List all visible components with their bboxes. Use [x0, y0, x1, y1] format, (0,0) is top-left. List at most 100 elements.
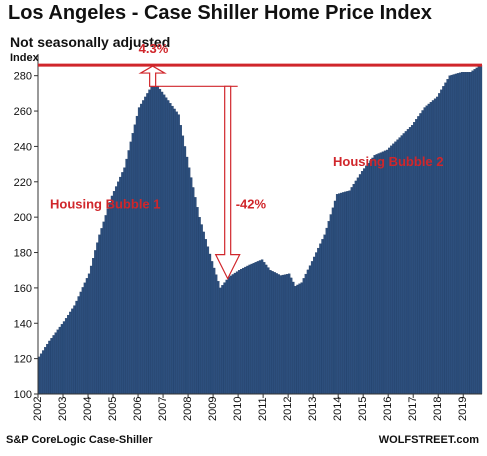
bar — [423, 107, 426, 395]
bar — [402, 133, 406, 395]
bar — [333, 200, 337, 395]
bar — [373, 155, 376, 395]
bar — [479, 64, 483, 395]
bar — [325, 227, 328, 395]
bar — [315, 252, 318, 395]
bar — [87, 273, 91, 395]
bar — [185, 156, 189, 395]
bar — [144, 96, 147, 395]
bar — [319, 243, 322, 395]
bar — [100, 228, 103, 395]
bar — [44, 347, 47, 395]
bar — [304, 273, 308, 395]
bar — [279, 275, 283, 395]
bar — [406, 129, 410, 395]
bar — [262, 262, 266, 395]
bar — [427, 103, 431, 395]
bar — [369, 160, 372, 395]
bar — [323, 234, 326, 395]
bar — [292, 281, 295, 395]
bar — [375, 154, 378, 395]
bar — [62, 321, 66, 395]
bar — [98, 234, 101, 395]
increase-arrow — [138, 65, 167, 87]
bar — [460, 72, 464, 395]
bar — [367, 163, 370, 395]
bar — [173, 108, 176, 395]
bar — [223, 282, 226, 395]
bar — [340, 192, 343, 395]
bar — [400, 135, 403, 395]
decline-label: -42% — [236, 196, 267, 211]
bar — [114, 186, 118, 395]
bar — [160, 91, 164, 395]
bar — [192, 187, 195, 395]
bar — [133, 124, 137, 395]
bar — [79, 291, 82, 395]
bar — [431, 100, 435, 395]
bar — [56, 329, 59, 395]
bar — [348, 190, 351, 395]
bar — [440, 89, 443, 395]
bar — [69, 311, 72, 395]
bar — [208, 253, 212, 395]
bar — [156, 86, 160, 395]
bar — [231, 274, 235, 395]
bar — [235, 271, 239, 395]
bar — [104, 215, 107, 395]
bubble2-label: Housing Bubble 2 — [333, 154, 444, 169]
bar — [83, 282, 87, 395]
bar — [458, 72, 462, 395]
bar — [371, 157, 374, 395]
bar — [117, 181, 120, 395]
bar — [285, 274, 289, 395]
bar — [473, 69, 476, 395]
bar — [392, 143, 395, 395]
bar — [281, 274, 285, 395]
bar — [283, 274, 287, 395]
bar — [81, 287, 84, 395]
bar — [181, 135, 185, 395]
bar — [64, 318, 68, 395]
bar — [75, 300, 78, 395]
bar — [190, 177, 193, 395]
bar — [206, 246, 210, 395]
bar — [321, 239, 324, 395]
bar — [300, 282, 303, 395]
bar — [142, 100, 145, 395]
bar — [112, 191, 116, 395]
bar — [196, 207, 199, 395]
x-tick-label: 2011 — [257, 397, 269, 421]
bar — [127, 150, 130, 395]
annotations: 4.3% -42% Housing Bubble 1 Housing Bubble 2 — [38, 41, 482, 280]
bar — [135, 115, 139, 395]
bar — [237, 270, 241, 395]
x-tick-label: 2010 — [232, 397, 244, 421]
bar — [354, 180, 358, 395]
bar — [71, 308, 74, 395]
bar — [331, 207, 335, 395]
bar — [250, 263, 253, 395]
bar — [73, 305, 76, 395]
bar — [252, 262, 255, 395]
y-tick-label: 160 — [14, 283, 32, 295]
bar — [477, 66, 481, 395]
bar — [467, 72, 470, 395]
bar — [260, 259, 264, 395]
bar — [96, 242, 99, 395]
bar — [465, 72, 468, 395]
bar — [240, 268, 243, 395]
bar — [183, 146, 187, 395]
decline-arrow — [214, 85, 241, 280]
bar-series — [37, 64, 483, 395]
bar — [360, 171, 364, 395]
bar — [383, 150, 387, 395]
bar — [148, 89, 151, 395]
bar — [302, 278, 305, 395]
bubble1-label: Housing Bubble 1 — [50, 196, 161, 211]
bar — [210, 261, 214, 395]
bar — [106, 208, 110, 395]
bar — [246, 265, 249, 395]
y-tick-label: 140 — [14, 318, 32, 330]
